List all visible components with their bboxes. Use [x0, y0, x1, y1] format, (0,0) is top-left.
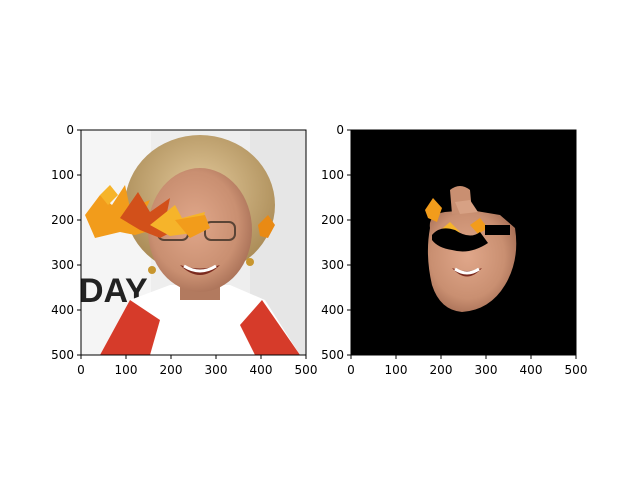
- right-axes-frame: [350, 129, 577, 356]
- right-y-tick-label: 300: [321, 258, 344, 272]
- left-y-axis: [77, 129, 81, 356]
- left-x-tick-label: 400: [250, 363, 273, 377]
- right-y-tick-label: 0: [336, 123, 344, 137]
- right-x-tick-label: 100: [385, 363, 408, 377]
- right-y-tick-label: 400: [321, 303, 344, 317]
- right-x-tick-label: 200: [430, 363, 453, 377]
- left-image: DAY: [81, 130, 306, 355]
- left-y-tick-label: 500: [51, 348, 74, 362]
- left-y-tick-label: 0: [66, 123, 74, 137]
- right-x-tick-label: 400: [520, 363, 543, 377]
- right-x-tick-label: 300: [475, 363, 498, 377]
- left-x-tick-label: 200: [160, 363, 183, 377]
- left-y-tick-label: 200: [51, 213, 74, 227]
- left-x-axis: [80, 355, 307, 359]
- left-y-tick-label: 300: [51, 258, 74, 272]
- right-y-tick-label: 500: [321, 348, 344, 362]
- right-x-axis: [350, 355, 577, 359]
- right-image: [351, 130, 576, 355]
- right-x-tick-label: 0: [347, 363, 355, 377]
- right-x-tick-label: 500: [565, 363, 588, 377]
- right-y-tick-label: 100: [321, 168, 344, 182]
- left-x-tick-label: 0: [77, 363, 85, 377]
- right-y-axis: [347, 129, 351, 356]
- left-x-tick-label: 500: [295, 363, 318, 377]
- autumn-leaves-overlay: [85, 185, 275, 238]
- left-y-tick-label: 400: [51, 303, 74, 317]
- left-y-tick-label: 100: [51, 168, 74, 182]
- right-y-tick-label: 200: [321, 213, 344, 227]
- left-axes-frame: [80, 129, 307, 356]
- left-x-tick-label: 100: [115, 363, 138, 377]
- left-x-tick-label: 300: [205, 363, 228, 377]
